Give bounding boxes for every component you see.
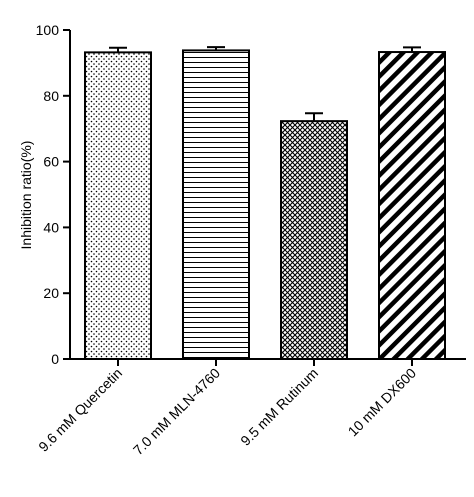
y-tick-label: 100 — [36, 22, 60, 38]
error-bars — [109, 46, 421, 122]
y-tick-label: 40 — [43, 219, 59, 235]
bar — [182, 49, 250, 360]
y-tick-label: 60 — [43, 154, 59, 170]
bar — [84, 51, 152, 360]
y-axis-ticks: 0 20 40 60 80 100 — [36, 22, 70, 367]
bar — [280, 120, 348, 361]
x-category-label: 10 mM DX600 — [345, 365, 420, 440]
x-category-label: 7.0 mM MLN-4760 — [130, 365, 223, 458]
bars — [84, 49, 446, 361]
y-tick-label: 20 — [43, 285, 59, 301]
x-category-label: 9.5 mM Rutinum — [237, 365, 321, 449]
x-axis-ticks: 9.6 mM Quercetin 7.0 mM MLN-4760 9.5 mM Ru… — [35, 359, 419, 458]
y-tick-label: 80 — [43, 88, 59, 104]
x-category-label: 9.6 mM Quercetin — [35, 365, 125, 455]
y-axis-title: Inhibition ratio(%) — [18, 141, 34, 250]
bar — [378, 51, 446, 360]
y-tick-label: 0 — [51, 351, 59, 367]
